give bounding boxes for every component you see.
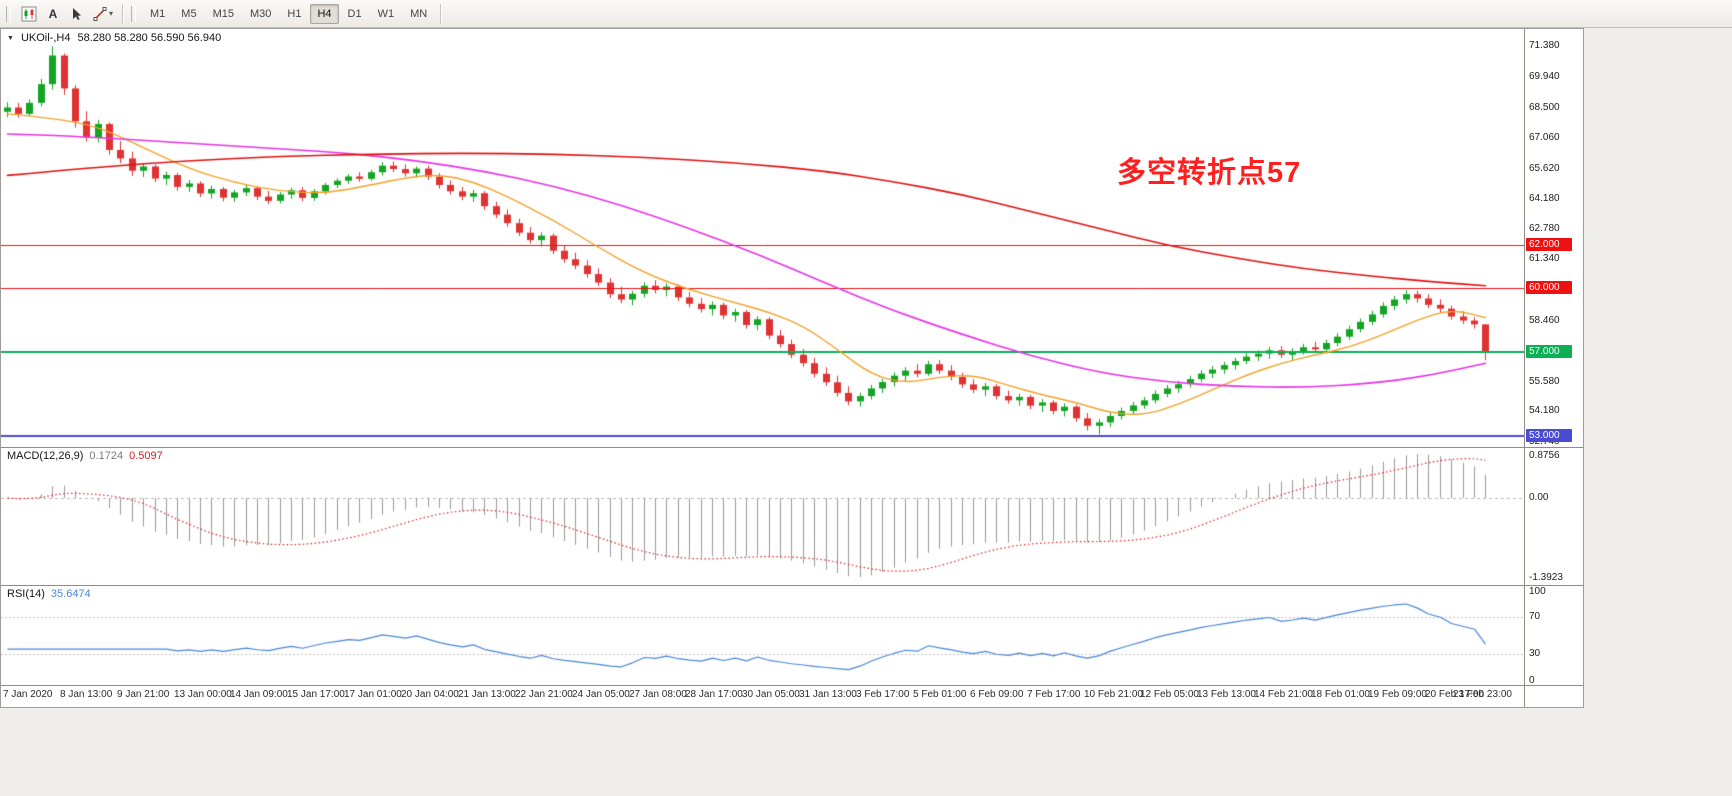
toolbar: A ▾ M1 M5 M15 M30 H1 H4 D1 W1 MN (0, 0, 1732, 28)
panel-separator[interactable] (1, 585, 1583, 586)
toolbar-grip[interactable] (131, 5, 137, 22)
macd-signal-value: 0.5097 (129, 450, 163, 462)
symbol-timeframe-label: UKOil-,H4 (20, 32, 71, 44)
time-axis-label: 9 Jan 21:00 (117, 689, 170, 700)
time-axis-label: 30 Jan 05:00 (742, 689, 800, 700)
time-axis-label: 20 Feb 17:00 (1425, 689, 1484, 700)
macd-panel[interactable]: MACD(12,26,9) 0.1724 0.5097 (1, 448, 1524, 585)
time-axis-label: 7 Feb 17:00 (1027, 689, 1081, 700)
price-axis-label: 65.620 (1529, 162, 1560, 174)
time-axis[interactable]: 7 Jan 2020 8 Jan 13:00 9 Jan 21:00 13 Jan 0… (1, 686, 1524, 706)
time-axis-label: 17 Jan 01:00 (344, 689, 402, 700)
price-axis-label: 55.580 (1529, 375, 1560, 387)
time-axis-label: 12 Feb 05:00 (1140, 689, 1199, 700)
rsi-label-row: RSI(14) 35.6474 (7, 588, 91, 600)
macd-canvas (1, 448, 1524, 585)
price-axis-label: 54.180 (1529, 405, 1560, 417)
macd-label-row: MACD(12,26,9) 0.1724 0.5097 (7, 450, 163, 462)
rsi-scale-label: 30 (1529, 647, 1541, 659)
timeframe-button-mn[interactable]: MN (403, 4, 434, 24)
timeframe-button-w1[interactable]: W1 (371, 4, 402, 24)
chart-annotation[interactable]: 多空转折点57 (1117, 157, 1302, 189)
toolbar-separator (122, 3, 125, 24)
ohlc-values: 58.280 58.280 56.590 56.940 (77, 32, 222, 44)
time-axis-label: 13 Feb 13:00 (1197, 689, 1256, 700)
text-tool-label: A (48, 6, 58, 21)
timeframe-button-m30[interactable]: M30 (243, 4, 278, 24)
time-axis-label: 8 Jan 13:00 (60, 689, 113, 700)
price-axis-label: 62.780 (1529, 222, 1560, 234)
timeframe-button-h1[interactable]: H1 (280, 4, 308, 24)
price-level-tag: 53.000 (1526, 429, 1572, 443)
timeframe-button-m15[interactable]: M15 (206, 4, 241, 24)
price-level-tag: 62.000 (1526, 238, 1572, 252)
macd-main-value: 0.1724 (89, 450, 124, 462)
panel-separator[interactable] (1, 447, 1583, 448)
price-axis-label: 67.060 (1529, 132, 1560, 144)
candlestick-chart[interactable]: ▼ UKOil-,H4 58.280 58.280 56.590 56.940 … (1, 29, 1524, 447)
time-axis-label: 23 Feb 23:00 (1453, 689, 1512, 700)
trendline-icon (93, 6, 107, 21)
time-axis-label: 20 Jan 04:00 (401, 689, 459, 700)
time-axis-label: 27 Jan 08:00 (629, 689, 687, 700)
timeframe-button-d1[interactable]: D1 (341, 4, 369, 24)
chart-marker-icon: ▼ (7, 34, 14, 42)
macd-scale-max: 0.8756 (1529, 450, 1560, 461)
time-axis-label: 13 Jan 00:00 (174, 689, 232, 700)
rsi-scale-label: 0 (1529, 675, 1535, 686)
price-axis-label: 64.180 (1529, 193, 1560, 205)
text-tool-button[interactable]: A (41, 3, 65, 25)
toolbar-separator (440, 3, 443, 24)
price-axis-label: 61.340 (1529, 253, 1560, 265)
time-axis-label: 15 Jan 17:00 (287, 689, 345, 700)
toolbar-grip[interactable] (6, 5, 11, 22)
draw-objects-button[interactable]: ▾ (89, 3, 117, 25)
time-axis-label: 18 Feb 01:00 (1311, 689, 1370, 700)
rsi-canvas (1, 586, 1524, 685)
rsi-scale-label: 100 (1529, 586, 1546, 597)
price-level-tag: 60.000 (1526, 280, 1572, 294)
time-axis-label: 31 Jan 13:00 (799, 689, 857, 700)
macd-scale-min: -1.3923 (1529, 572, 1563, 583)
panel-separator (1, 685, 1583, 686)
cursor-icon (73, 7, 81, 20)
chevron-down-icon: ▾ (109, 9, 114, 18)
timeframe-button-m5[interactable]: M5 (174, 4, 203, 24)
time-axis-label: 5 Feb 01:00 (913, 689, 967, 700)
time-axis-label: 7 Jan 2020 (3, 689, 53, 700)
candlestick-chart-icon (21, 6, 37, 21)
macd-scale-zero: 0.00 (1529, 492, 1549, 504)
price-axis-label: 71.380 (1529, 40, 1560, 52)
time-axis-label: 28 Jan 17:00 (685, 689, 743, 700)
rsi-scale-label: 70 (1529, 611, 1541, 623)
timeframe-button-group: M1 M5 M15 M30 H1 H4 D1 W1 MN (142, 3, 435, 24)
new-chart-button[interactable] (17, 3, 41, 25)
price-axis-label: 58.460 (1529, 314, 1560, 326)
time-axis-label: 19 Feb 09:00 (1368, 689, 1427, 700)
time-axis-label: 21 Jan 13:00 (458, 689, 516, 700)
rsi-value: 35.6474 (50, 588, 91, 600)
timeframe-button-h4[interactable]: H4 (310, 3, 339, 24)
chart-title-row: ▼ UKOil-,H4 58.280 58.280 56.590 56.940 (7, 32, 221, 44)
macd-indicator-name: MACD(12,26,9) (7, 450, 84, 462)
price-axis[interactable]: 71.380 69.940 68.500 67.060 65.620 64.180 62.7… (1524, 29, 1583, 707)
time-axis-label: 24 Jan 05:00 (572, 689, 630, 700)
cursor-tool-button[interactable] (65, 3, 89, 25)
time-axis-label: 3 Feb 17:00 (856, 689, 910, 700)
time-axis-label: 14 Jan 09:00 (230, 689, 288, 700)
price-axis-label: 68.500 (1529, 101, 1560, 113)
price-axis-label: 69.940 (1529, 70, 1560, 82)
rsi-panel[interactable]: RSI(14) 35.6474 (1, 586, 1524, 685)
price-level-tag: 57.000 (1526, 344, 1572, 358)
chart-window: ▼ UKOil-,H4 58.280 58.280 56.590 56.940 … (0, 28, 1584, 708)
timeframe-button-m1[interactable]: M1 (143, 4, 172, 24)
time-axis-label: 22 Jan 21:00 (515, 689, 573, 700)
rsi-indicator-name: RSI(14) (7, 588, 45, 600)
time-axis-label: 14 Feb 21:00 (1254, 689, 1313, 700)
time-axis-label: 10 Feb 21:00 (1084, 689, 1143, 700)
candlestick-canvas (1, 29, 1524, 447)
time-axis-label: 6 Feb 09:00 (970, 689, 1024, 700)
